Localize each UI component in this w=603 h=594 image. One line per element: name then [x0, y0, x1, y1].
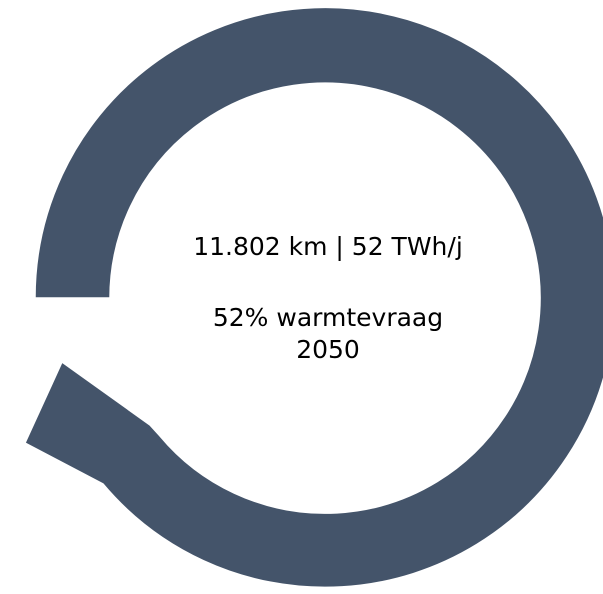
- center-line-3: 2050: [296, 335, 360, 364]
- center-line-1: 11.802 km | 52 TWh/j: [193, 232, 463, 261]
- circular-arrow: [24, 6, 603, 589]
- center-line-2: 52% warmtevraag: [213, 303, 443, 332]
